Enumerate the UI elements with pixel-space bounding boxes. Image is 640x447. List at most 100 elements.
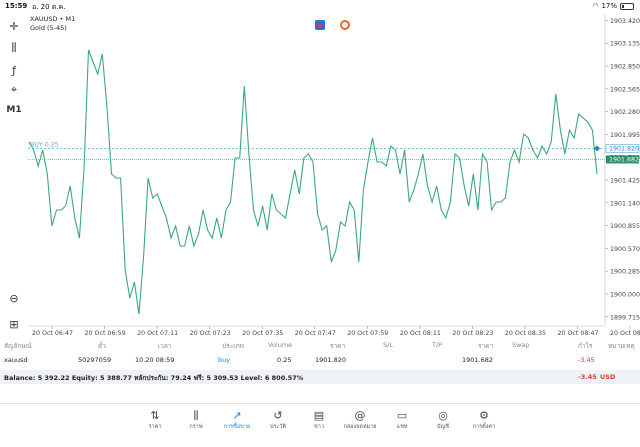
trade-table-header: สัญลักษณ์ ตั๋ว เวลา ประเภท Volume ราคา S… xyxy=(0,341,640,353)
x-tick-label: 20 Oct 07:59 xyxy=(347,330,388,337)
news-icon: ▤ xyxy=(313,409,325,422)
balance-profit: -3.45 xyxy=(578,373,597,381)
table-row[interactable]: xauusd 50297059 10.20 08:59 buy 0.25 190… xyxy=(0,356,640,368)
y-tick-label: 1901.140 xyxy=(610,200,640,207)
nav-news-label: ข่าว xyxy=(314,424,324,430)
x-tick-label: 20 Oct 06:47 xyxy=(32,330,73,337)
y-tick-label: 1900.570 xyxy=(610,246,640,253)
row-current: 1901.682 xyxy=(462,356,494,364)
th-symbol: สัญลักษณ์ xyxy=(4,342,32,350)
nav-news[interactable]: ▤ ข่าว xyxy=(299,408,339,431)
nav-accounts-label: บัญชี xyxy=(437,424,449,430)
y-tick-label: 1903.135 xyxy=(610,41,640,48)
x-tick-label: 20 Oct 08:47 xyxy=(557,330,598,337)
x-tick-label: 20 Oct 06:59 xyxy=(85,330,126,337)
th-profit: กำไร xyxy=(578,342,593,350)
balance-currency: USD xyxy=(600,373,616,381)
th-current: ราคา xyxy=(478,342,494,350)
status-bar: 15:59 อ. 20 ต.ค. ◠ 17% xyxy=(0,0,640,13)
th-ticket: ตั๋ว xyxy=(98,342,106,350)
zoom-icon[interactable]: ⊖ xyxy=(9,291,19,305)
crosshair-icon[interactable]: ✛ xyxy=(9,19,19,33)
y-tick-label: 1902.280 xyxy=(610,109,640,116)
buy-price-box xyxy=(605,144,640,153)
indicator-icon[interactable]: ƒ xyxy=(12,63,16,77)
price-line xyxy=(28,49,598,315)
chart-symbol: XAUUSD • M1 xyxy=(30,15,76,23)
mailbox-icon: @ xyxy=(354,409,366,422)
y-tick-label: 1901.995 xyxy=(610,132,640,139)
chart-description: Gold (5-45) xyxy=(30,24,67,32)
row-volume: 0.25 xyxy=(277,356,292,364)
nav-accounts[interactable]: ◎ บัญชี xyxy=(423,408,463,431)
x-tick-label: 20 Oct 08:59 xyxy=(610,330,640,337)
nav-quotes-label: ราคา xyxy=(148,424,162,430)
row-ticket: 50297059 xyxy=(78,356,112,364)
battery-percent: 17% xyxy=(601,2,617,10)
nav-settings-label: การตั้งค่า xyxy=(472,424,496,430)
bid-price-label: 1901.682 xyxy=(609,157,639,164)
nav-mailbox-label: กล่องจดหมาย xyxy=(343,424,377,430)
bid-price-box xyxy=(606,155,639,164)
battery-icon xyxy=(620,2,634,10)
trade-icon: ↗ xyxy=(232,409,242,422)
balance-summary: Balance: 5 392.22 Equity: 5 388.77 หลักป… xyxy=(4,374,304,382)
row-profit: -3.45 xyxy=(578,356,595,364)
settings-icon: ⚙ xyxy=(479,409,489,422)
price-chart[interactable]: 1903.420 1903.135 1902.850 1902.565 1902.280… xyxy=(0,0,640,340)
y-tick-label: 1900.285 xyxy=(610,269,640,276)
x-tick-label: 20 Oct 07:47 xyxy=(295,330,336,337)
history-icon: ↺ xyxy=(273,409,283,422)
th-swap: Swap xyxy=(512,341,530,349)
y-tick-label: 1901.425 xyxy=(610,178,640,185)
nav-trade[interactable]: ↗ การซื้อขาย xyxy=(217,408,257,431)
add-icon[interactable]: ⊞ xyxy=(9,317,19,331)
x-tick-label: 20 Oct 07:23 xyxy=(190,330,231,337)
status-right: ◠ 17% xyxy=(592,2,634,10)
buy-trade-label: BUY 0.25 xyxy=(30,141,59,148)
x-tick-label: 20 Oct 08:11 xyxy=(400,330,441,337)
balance-bar: Balance: 5 392.22 Equity: 5 388.77 หลักป… xyxy=(0,370,640,384)
x-tick-label: 20 Oct 08:35 xyxy=(505,330,546,337)
y-tick-label: 1902.850 xyxy=(610,64,640,71)
row-type: buy xyxy=(218,356,231,364)
quick-trade-icon[interactable] xyxy=(340,20,350,30)
accounts-icon: ◎ xyxy=(438,409,448,422)
y-tick-label: 1899.715 xyxy=(610,314,640,321)
th-type: ประเภท xyxy=(222,342,244,350)
nav-history[interactable]: ↺ ประวัติ xyxy=(258,408,298,431)
th-volume: Volume xyxy=(268,341,293,349)
th-price: ราคา xyxy=(330,342,346,350)
y-tick-label: 1902.565 xyxy=(610,86,640,93)
chart-toolbar: ✛ ⫼ ƒ ⌖ M1 ⊖ ⊞ xyxy=(0,13,28,333)
nav-chat[interactable]: ▭ แชท xyxy=(382,408,422,431)
y-tick-label: 1900.000 xyxy=(610,292,640,299)
candles-icon[interactable]: ⫼ xyxy=(11,41,17,54)
nav-chart[interactable]: ⫼ กราฟ xyxy=(176,408,216,431)
buy-price-label: 1901.820 xyxy=(609,146,639,153)
objects-icon[interactable]: ⌖ xyxy=(10,83,18,96)
quotes-icon: ⇅ xyxy=(150,409,160,422)
timeframe-label[interactable]: M1 xyxy=(6,105,22,115)
nav-settings[interactable]: ⚙ การตั้งค่า xyxy=(464,408,504,431)
current-price-marker xyxy=(594,145,600,152)
x-tick-label: 20 Oct 08:23 xyxy=(452,330,493,337)
nav-history-label: ประวัติ xyxy=(269,424,287,430)
wifi-icon: ◠ xyxy=(592,2,599,10)
one-click-trading-icon[interactable] xyxy=(315,20,325,30)
nav-quotes[interactable]: ⇅ ราคา xyxy=(135,408,175,431)
row-symbol: xauusd xyxy=(4,356,28,364)
status-time: 15:59 xyxy=(5,2,28,10)
chat-icon: ▭ xyxy=(396,409,408,422)
nav-trade-label: การซื้อขาย xyxy=(223,424,251,430)
row-time: 10.20 08:59 xyxy=(135,356,175,364)
x-tick-label: 20 Oct 07:35 xyxy=(242,330,283,337)
th-comment: หมายเหตุ xyxy=(608,342,635,350)
nav-mailbox[interactable]: @ กล่องจดหมาย xyxy=(340,408,380,431)
status-date: อ. 20 ต.ค. xyxy=(32,3,66,11)
nav-chat-label: แชท xyxy=(396,424,408,430)
th-tp: T/P xyxy=(432,341,443,349)
chart-icon: ⫼ xyxy=(193,409,199,422)
x-tick-label: 20 Oct 07:11 xyxy=(137,330,178,337)
bottom-nav: ⇅ ราคา ⫼ กราฟ ↗ การซื้อขาย ↺ ประวัติ ▤ ข… xyxy=(0,403,640,447)
